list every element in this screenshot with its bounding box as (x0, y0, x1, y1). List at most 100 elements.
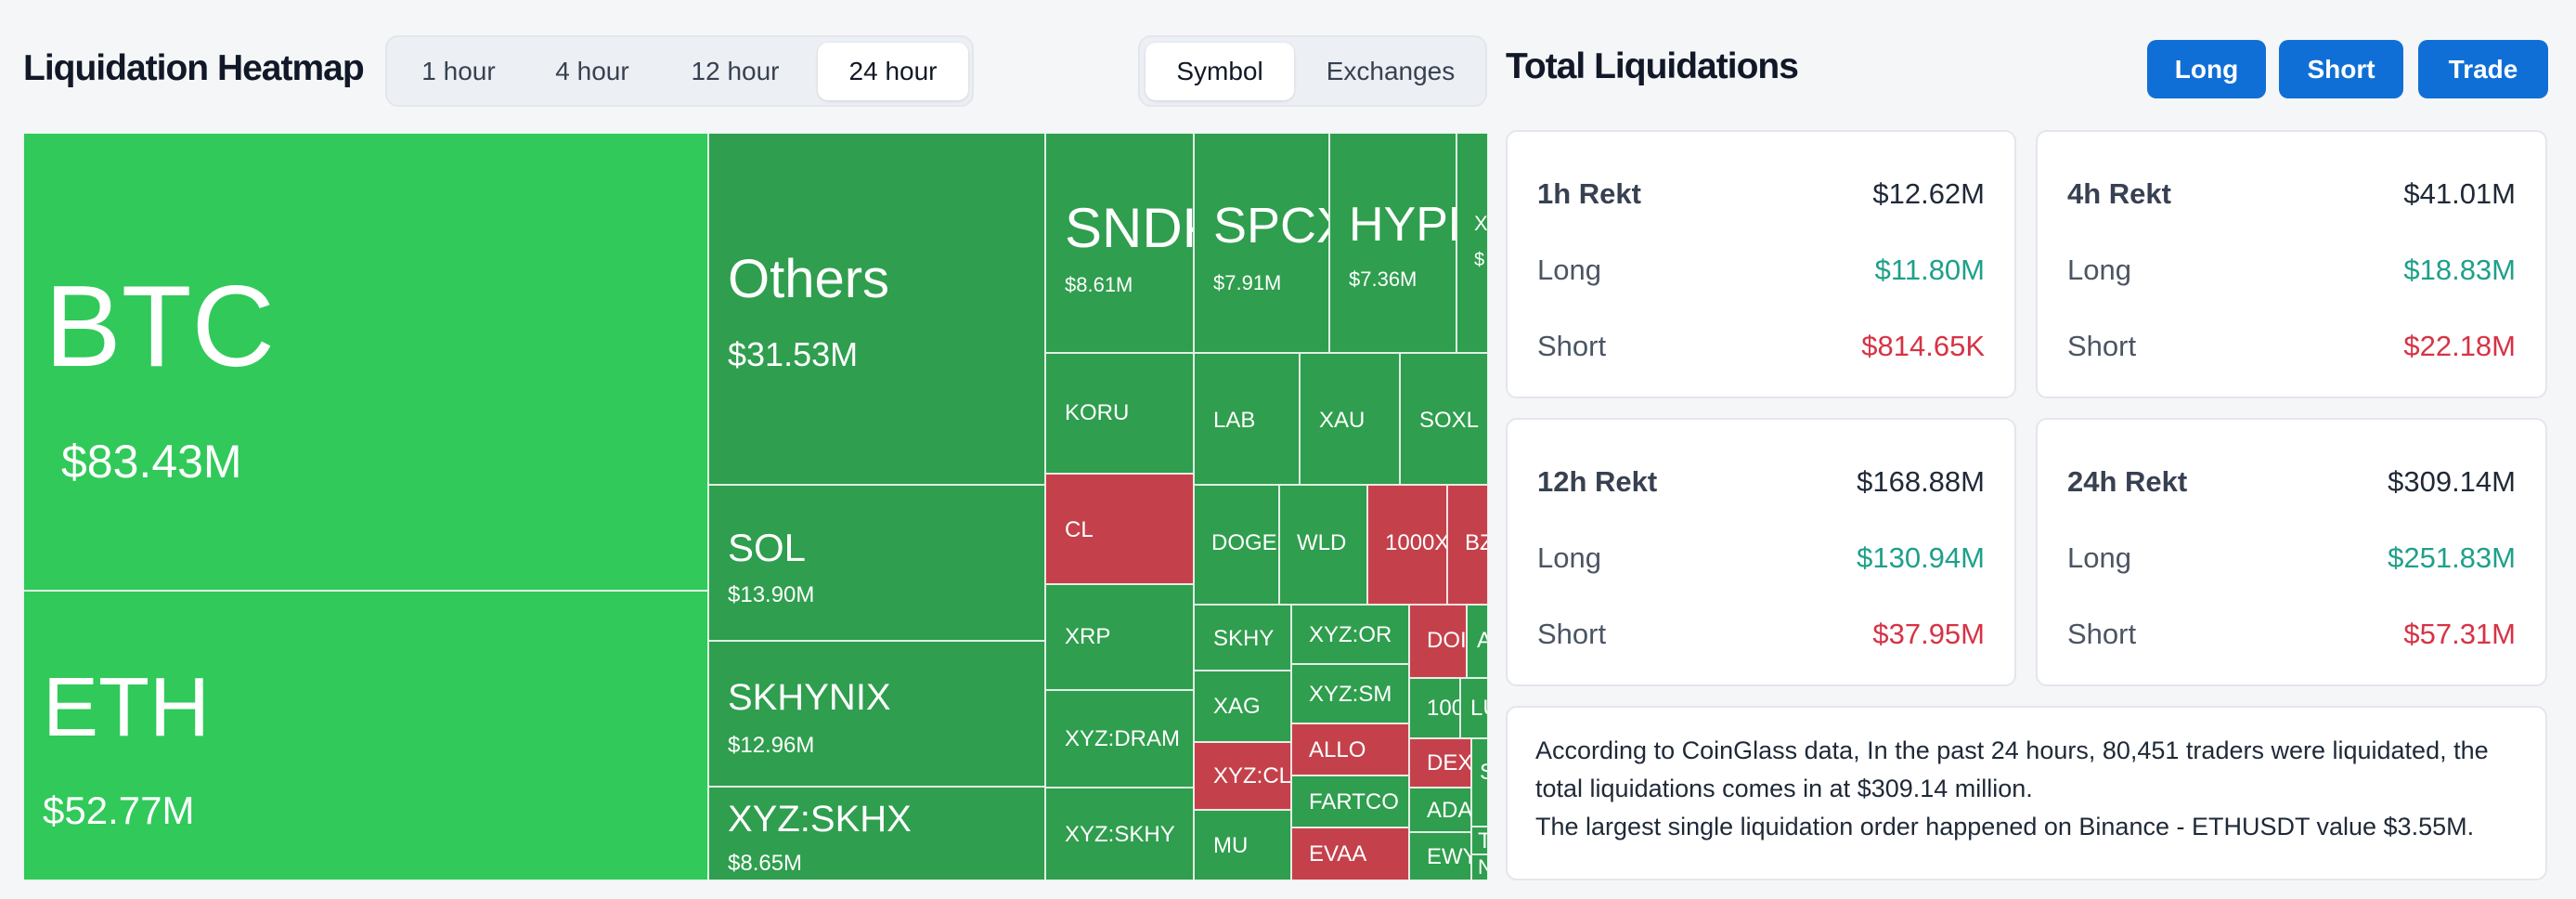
tile-xag[interactable]: XAG (1194, 671, 1291, 742)
tile-skhynix[interactable]: SKHYNIX $12.96M (708, 641, 1045, 787)
long-label: Long (2067, 254, 2131, 286)
tile-skhy[interactable]: SKHY (1194, 605, 1291, 671)
tile-label: SA (1480, 762, 1487, 784)
tile-value: $83.43M (61, 436, 242, 488)
tile-ewy[interactable]: EWY (1409, 832, 1471, 880)
tile-label: KORU (1065, 400, 1130, 425)
tile-label: SKHY (1213, 626, 1275, 651)
tile-xyz-dram[interactable]: XYZ:DRAM (1045, 690, 1194, 788)
tile-label: WLD (1297, 530, 1347, 555)
tile-label: XRP (1065, 624, 1111, 649)
tile-lab[interactable]: LAB (1194, 353, 1300, 485)
long-value: $11.80M (1874, 254, 1985, 286)
tile-xyz-sm[interactable]: XYZ:SM (1291, 664, 1409, 723)
tile-ada[interactable]: ADA (1409, 788, 1471, 832)
tile-lui[interactable]: LUI (1460, 678, 1488, 738)
tile-value: $8.65M (728, 851, 803, 876)
tile-label: SPCX (1213, 198, 1328, 254)
short-label: Short (2067, 330, 2137, 362)
tile-cl[interactable]: CL (1045, 474, 1194, 584)
tile-label: SKHYNIX (728, 677, 891, 718)
tile-soxl[interactable]: SOXL (1400, 353, 1488, 485)
tile-fartco[interactable]: FARTCO (1291, 775, 1409, 827)
long-label: Long (2067, 541, 2131, 574)
tile-label: LAB (1213, 408, 1256, 433)
tile-label: XYZ:CL (1213, 763, 1291, 788)
short-value: $814.65K (1861, 330, 1985, 362)
tile-label: X (1474, 212, 1488, 235)
tile-label: XAU (1319, 408, 1366, 433)
card-total: $41.01M (2403, 177, 2516, 210)
tile-others[interactable]: Others $31.53M (708, 133, 1045, 485)
short-button[interactable]: Short (2279, 40, 2403, 98)
tile-value: $7.36M (1349, 267, 1417, 291)
tile-sa[interactable]: SA (1471, 738, 1488, 827)
tile-btc[interactable]: BTC $83.43M (23, 133, 708, 591)
tile-label: FARTCO (1309, 789, 1399, 814)
tile-xyz-or[interactable]: XYZ:OR (1291, 605, 1409, 664)
tile-xyz-cl[interactable]: XYZ:CL (1194, 742, 1291, 810)
tab-1-hour[interactable]: 1 hour (421, 57, 496, 85)
tile-xyz-skhy[interactable]: XYZ:SKHY (1045, 788, 1194, 880)
tab-symbol[interactable]: Symbol (1146, 43, 1294, 100)
tile-label: 100 (1427, 696, 1459, 721)
tile-label: SOL (728, 526, 807, 569)
rekt-card-1h: 1h Rekt $12.62M Long $11.80M Short $814.… (1506, 130, 2016, 398)
trade-button[interactable]: Trade (2418, 40, 2548, 98)
tile-dex[interactable]: DEX (1409, 738, 1471, 788)
tile-allo[interactable]: ALLO (1291, 723, 1409, 775)
liquidation-summary: According to CoinGlass data, In the past… (1506, 706, 2547, 880)
card-total: $309.14M (2388, 465, 2516, 498)
tile-spcx[interactable]: SPCX $7.91M (1194, 133, 1329, 353)
tile-doge[interactable]: DOGE (1194, 485, 1279, 605)
tile-t[interactable]: T (1471, 827, 1488, 854)
tab-24-hour[interactable]: 24 hour (818, 43, 968, 100)
tile-koru[interactable]: KORU (1045, 353, 1194, 474)
tab-12-hour[interactable]: 12 hour (691, 57, 780, 85)
time-range-tabs: 1 hour 4 hour 12 hour 24 hour (385, 35, 974, 107)
tile-value: $31.53M (728, 335, 859, 373)
tile-label: XAG (1213, 694, 1261, 719)
tile-n[interactable]: N (1471, 854, 1488, 880)
tile-wld[interactable]: WLD (1279, 485, 1367, 605)
tab-exchanges[interactable]: Exchanges (1326, 57, 1456, 85)
tile-100[interactable]: 100 (1409, 678, 1460, 738)
rekt-card-12h: 12h Rekt $168.88M Long $130.94M Short $3… (1506, 418, 2016, 686)
tile-sol[interactable]: SOL $13.90M (708, 485, 1045, 641)
tile-xyz-skhx[interactable]: XYZ:SKHX $8.65M (708, 787, 1045, 880)
short-value: $57.31M (2403, 618, 2516, 650)
long-button[interactable]: Long (2147, 40, 2266, 98)
tile-eth[interactable]: ETH $52.77M (23, 591, 708, 880)
tile-label: LUI (1470, 696, 1487, 721)
tile-label: DOI (1427, 628, 1467, 653)
tile-x[interactable]: X $ (1456, 133, 1488, 353)
tile-label: DEX (1427, 750, 1471, 775)
tile-label: BTC (45, 263, 275, 391)
tile-al[interactable]: AL (1467, 605, 1488, 678)
short-label: Short (1537, 330, 1607, 362)
tile-xrp[interactable]: XRP (1045, 584, 1194, 690)
tile-xau[interactable]: XAU (1300, 353, 1400, 485)
tile-value: $12.96M (728, 733, 815, 758)
tile-label: EWY (1427, 844, 1470, 869)
card-total: $168.88M (1857, 465, 1985, 498)
tile-doi[interactable]: DOI (1409, 605, 1467, 678)
card-total: $12.62M (1872, 177, 1985, 210)
tile-evaa[interactable]: EVAA (1291, 827, 1409, 880)
total-liquidations-title: Total Liquidations (1506, 46, 1799, 86)
tile-mu[interactable]: MU (1194, 810, 1291, 880)
tile-1000x[interactable]: 1000X (1367, 485, 1447, 605)
tile-hype[interactable]: HYPE $7.36M (1329, 133, 1456, 353)
tile-bz[interactable]: BZ (1447, 485, 1488, 605)
short-value: $22.18M (2403, 330, 2516, 362)
tile-label: Others (728, 249, 890, 309)
card-title: 12h Rekt (1537, 465, 1658, 498)
tab-4-hour[interactable]: 4 hour (555, 57, 629, 85)
tile-label: XYZ:SKHY (1065, 822, 1175, 847)
tile-label: EVAA (1309, 841, 1367, 866)
rekt-card-24h: 24h Rekt $309.14M Long $251.83M Short $5… (2036, 418, 2547, 686)
tile-sndk[interactable]: SNDK $8.61M (1045, 133, 1194, 353)
card-title: 4h Rekt (2067, 177, 2171, 210)
group-by-tabs: Symbol Exchanges (1138, 35, 1487, 107)
page-title: Liquidation Heatmap (23, 48, 365, 88)
